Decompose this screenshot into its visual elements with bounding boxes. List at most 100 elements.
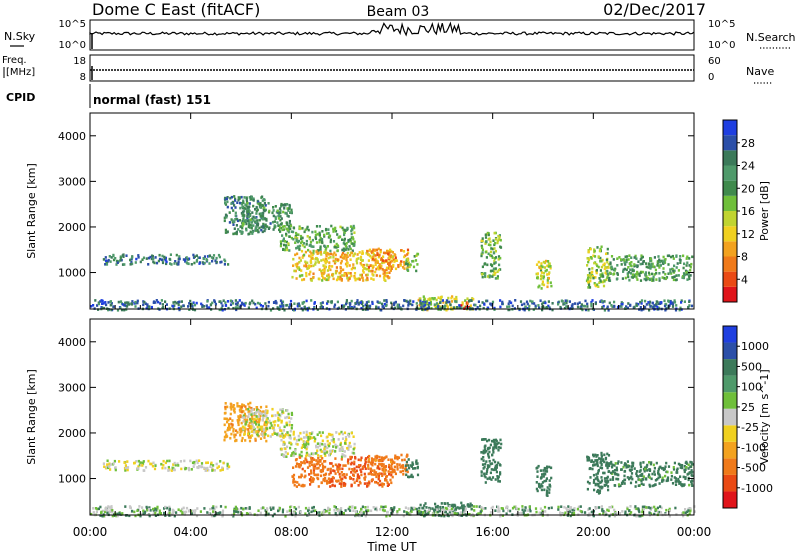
power-cells-cell [327,256,330,260]
power-cells-cell [134,305,137,308]
velocity-cells-cell [382,463,385,466]
velocity-cells-cell [206,461,209,464]
velocity-cells-cell [251,422,254,426]
velocity-cells-cell [152,509,155,513]
power-cells-cell [264,302,267,305]
velocity-cells-cell [675,471,678,474]
velocity-cells-cell [380,472,383,476]
power-cells-cell [299,259,302,262]
power-cells-cell [523,302,526,306]
velocity-cells-cell [343,475,346,479]
velocity-cells-cell [213,510,216,514]
velocity-cells-cell [446,512,449,516]
power-cells-cell [411,303,414,307]
velocity-cells-cell [248,424,252,428]
velocity-cells-cell [312,480,315,483]
power-cells-cell [636,264,639,267]
power-cells-cell [362,263,365,267]
power-cells-cell [481,251,484,254]
velocity-cells-cell [261,425,264,429]
power-cells-cell [420,303,423,307]
power-cells-cell [272,214,275,218]
velocity-cells-cell [611,470,615,473]
power-cells-cell [628,262,631,265]
velocity-cells-cell [228,428,231,431]
velocity-cells-cell [466,503,469,506]
velocity-cells-cell [493,441,496,444]
power-cells-cell [494,271,497,275]
power-cells-cell [317,260,320,264]
power-cells-cell [175,301,178,305]
velocity-cells-cell [393,465,396,469]
power-cells-cell [279,226,282,229]
power-colorbar-label: 8 [741,251,748,264]
power-cells-cell [248,205,251,208]
velocity-cells-cell [475,505,478,508]
velocity-cells-cell [333,484,336,488]
power-cells-cell [393,303,396,306]
velocity-cells-cell [357,484,360,487]
velocity-cells-cell [108,511,111,514]
power-cells-cell [327,232,330,235]
power-cells-cell [343,242,347,246]
power-cells-cell [627,266,630,269]
power-cells-cell [508,308,511,312]
velocity-cells-cell [461,507,464,510]
power-cells-cell [366,278,369,282]
velocity-cells-cell [334,506,337,509]
power-cells-cell [353,252,356,256]
velocity-cells-cell [229,436,232,440]
power-cells-cell [324,248,327,252]
power-cells-cell [362,279,365,282]
velocity-cells-cell [185,510,188,514]
velocity-cells-cell [597,479,600,483]
power-cells-cell [397,265,400,269]
velocity-cells-cell [648,485,652,488]
velocity-cells-cell [258,428,261,431]
power-cells-cell [278,207,282,210]
power-cells-cell [403,260,406,264]
velocity-cells-cell [313,439,316,443]
power-cells-cell [675,304,678,307]
power-cells-cell [222,299,225,302]
power-cells-cell [586,278,589,281]
velocity-cells-cell [426,510,429,513]
power-cells-cell [359,262,362,265]
velocity-cells-cell [690,482,693,485]
power-cells-cell [645,278,648,282]
power-cells-cell [345,272,348,275]
velocity-cells-cell [233,510,236,513]
velocity-cells-cell [335,446,338,449]
velocity-cells-cell [484,475,487,479]
velocity-cells-cell [364,460,367,464]
velocity-cells-cell [588,467,591,471]
power-cells-cell [255,206,258,209]
velocity-cells-cell [491,476,495,479]
power-cells-cell [302,278,306,281]
power-cells-cell [380,302,384,306]
power-cells-cell [274,217,277,220]
power-cells-cell [366,276,369,280]
power-cells-cell [624,263,627,266]
velocity-cells-cell [602,510,605,513]
power-cells-cell [415,269,418,273]
power-cells-cell [656,306,659,309]
power-cells-cell [358,278,361,281]
velocity-cells-cell [211,514,214,518]
power-cells-cell [386,275,389,278]
velocity-cells-cell [231,423,234,427]
velocity-cells-cell [364,475,367,479]
power-cells-cell [351,306,355,310]
velocity-cells-cell [606,508,609,512]
velocity-cells-cell [686,462,689,465]
power-cells-cell [305,243,308,246]
power-cells-cell [346,226,349,230]
power-cells-cell [494,261,497,264]
velocity-cells-cell [642,475,645,478]
velocity-cells-cell [284,447,287,451]
power-cells-cell [383,278,386,282]
power-cells-cell [315,241,319,244]
velocity-cells-cell [323,460,326,463]
power-cells-cell [657,264,660,267]
velocity-cells-cell [428,508,431,512]
